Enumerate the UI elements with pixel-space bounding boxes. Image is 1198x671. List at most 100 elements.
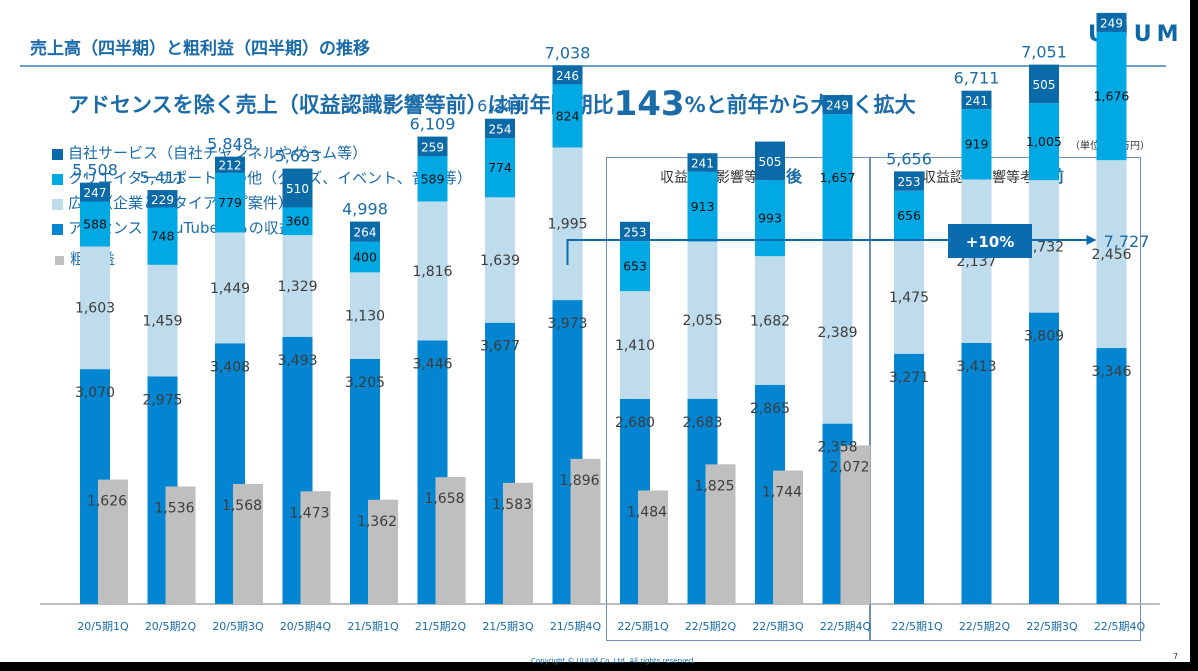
bar-own-service xyxy=(1029,64,1059,104)
copyright: Copyright © UUUM Co.,Ltd. All rights res… xyxy=(531,657,696,665)
bar-creator-support xyxy=(961,109,992,180)
bar-gross-profit-overlay xyxy=(300,491,331,604)
headline-prefix: アドセンスを除く売上（収益認識影響等前）は前年同期比 xyxy=(68,93,614,117)
label-gross-profit: 1,473 xyxy=(289,505,329,521)
label-gross-profit: 1,896 xyxy=(559,473,599,489)
label-own-service: 510 xyxy=(286,182,309,196)
bar-advertising xyxy=(894,240,924,354)
bar-gross-profit-overlay xyxy=(435,477,466,604)
label-adsense: 3,408 xyxy=(210,359,250,375)
bar-own-service xyxy=(80,182,110,202)
bar-adsense xyxy=(961,342,992,604)
label-advertising: 1,639 xyxy=(480,253,520,269)
bar-own-service xyxy=(687,153,718,172)
bar-own-service xyxy=(215,156,245,173)
legend-swatch xyxy=(52,198,63,210)
label-total: 6,344 xyxy=(477,97,523,116)
label-advertising: 1,475 xyxy=(889,290,929,306)
x-tick-label: 20/5期1Q xyxy=(77,620,129,633)
label-creator-support: 400 xyxy=(353,249,377,264)
label-advertising: 2,055 xyxy=(682,313,722,329)
label-adsense: 3,446 xyxy=(412,356,452,372)
headline: アドセンスを除く売上（収益認識影響等前）は前年同期比143%と前年から大きく拡大 xyxy=(68,84,916,124)
bar-own-service xyxy=(620,221,650,242)
page-number: 7 xyxy=(1173,652,1179,661)
label-advertising: 2,456 xyxy=(1091,247,1131,263)
label-adsense: 3,493 xyxy=(277,353,317,369)
legend-swatch xyxy=(52,148,63,160)
bar-adsense xyxy=(1029,312,1059,604)
label-total-projected: 7,727 xyxy=(1104,232,1150,251)
x-tick-label: 22/5期4Q xyxy=(820,620,872,633)
bar-advertising xyxy=(1029,180,1059,313)
bar-creator-support xyxy=(80,201,110,247)
section-box-before xyxy=(869,157,1141,641)
label-creator-support: 1,005 xyxy=(1026,134,1062,149)
label-advertising: 2,137 xyxy=(956,254,996,270)
section-emphasis: 後 xyxy=(786,167,803,186)
label-advertising: 1,329 xyxy=(277,279,317,295)
label-adsense: 2,865 xyxy=(750,401,790,417)
bar-creator-support xyxy=(1096,31,1127,161)
growth-arrow-head xyxy=(1086,235,1097,245)
bar-gross-profit-overlay xyxy=(840,445,871,604)
label-adsense: 2,683 xyxy=(682,415,722,431)
label-own-service: 505 xyxy=(1033,78,1056,92)
bar-gross-profit-overlay xyxy=(570,458,601,604)
label-creator-support: 1,657 xyxy=(820,170,856,185)
bar-gross-profit-overlay xyxy=(98,479,128,604)
label-own-service: 246 xyxy=(556,69,579,83)
bar-creator-support xyxy=(755,180,785,257)
label-own-service: 264 xyxy=(354,226,377,240)
legend-label: アドセンス（YouTubeからの収益） xyxy=(68,219,309,237)
label-gross-profit: 1,484 xyxy=(627,504,667,520)
bar-creator-support xyxy=(485,138,515,198)
label-gross-profit: 1,583 xyxy=(492,497,532,513)
bar-advertising xyxy=(1096,160,1127,349)
bar-own-service xyxy=(552,65,583,85)
label-advertising: 1,816 xyxy=(412,264,452,280)
label-own-service: 254 xyxy=(489,122,512,136)
label-total: 5,411 xyxy=(140,168,186,187)
x-tick-label: 22/5期1Q xyxy=(891,620,943,633)
label-total: 4,998 xyxy=(342,200,388,219)
bar-gross-profit-overlay xyxy=(368,499,398,604)
label-advertising: 1,732 xyxy=(1024,239,1064,255)
bar-advertising xyxy=(80,246,110,370)
legend-swatch xyxy=(52,173,63,185)
x-tick-label: 22/5期1Q xyxy=(617,620,669,633)
label-creator-support: 919 xyxy=(965,137,989,152)
bar-adsense xyxy=(1096,348,1127,604)
label-own-service: 241 xyxy=(691,156,714,170)
headline-highlight: 143 xyxy=(613,84,685,124)
x-tick-label: 22/5期4Q xyxy=(1094,620,1146,633)
label-gross-profit: 1,825 xyxy=(694,478,734,494)
label-creator-support: 589 xyxy=(421,171,445,186)
label-adsense: 3,809 xyxy=(1024,329,1064,345)
bar-creator-support xyxy=(215,172,245,233)
label-creator-support: 993 xyxy=(758,211,782,226)
label-total: 5,848 xyxy=(207,135,253,154)
bar-advertising xyxy=(282,235,313,337)
label-advertising: 1,449 xyxy=(210,281,250,297)
bar-own-service xyxy=(147,190,178,208)
label-own-service: 247 xyxy=(84,186,107,200)
label-advertising: 1,995 xyxy=(547,217,587,233)
label-adsense: 3,346 xyxy=(1091,364,1131,380)
bar-advertising xyxy=(215,232,245,344)
x-tick-label: 20/5期4Q xyxy=(280,620,332,633)
label-creator-support: 653 xyxy=(623,259,647,274)
bar-advertising xyxy=(687,241,718,399)
bar-own-service xyxy=(350,221,380,242)
legend-swatch xyxy=(55,255,64,265)
label-advertising: 1,130 xyxy=(345,308,385,324)
label-gross-profit: 1,626 xyxy=(87,494,127,510)
section-box-after xyxy=(606,157,871,641)
label-adsense: 3,973 xyxy=(547,316,587,332)
growth-connector-line xyxy=(566,239,1087,265)
label-total: 5,508 xyxy=(72,161,118,180)
x-tick-label: 22/5期2Q xyxy=(685,620,737,633)
label-own-service: 249 xyxy=(826,99,849,113)
label-total: 6,711 xyxy=(954,69,1000,88)
